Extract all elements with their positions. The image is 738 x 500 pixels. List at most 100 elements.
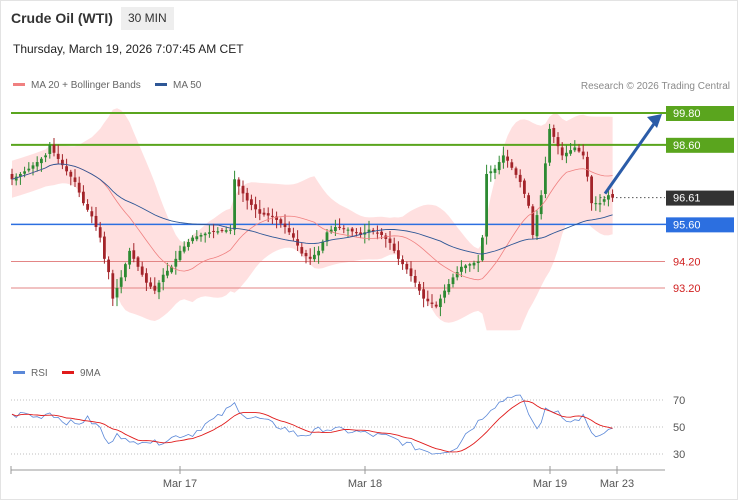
candle-body — [262, 212, 266, 215]
candle-body — [296, 239, 299, 246]
legend-9ma: 9MA — [62, 368, 101, 379]
instrument-title: Crude Oil (WTI) — [11, 10, 113, 26]
candle-body — [48, 144, 52, 154]
candle-body — [422, 289, 425, 299]
candle-body — [527, 195, 530, 206]
chart-datetime: Thursday, March 19, 2026 7:07:45 AM CET — [13, 42, 244, 56]
candle-body — [376, 232, 379, 234]
candle-body — [271, 215, 274, 217]
candle-body — [56, 153, 60, 159]
candle-body — [86, 204, 89, 210]
candle-body — [573, 147, 577, 151]
candle-body — [153, 285, 157, 291]
rsi-9ma-line — [11, 400, 613, 453]
candle-body — [132, 250, 136, 259]
rsi-line — [11, 394, 613, 455]
candle-body — [413, 275, 417, 283]
x-axis-label: Mar 18 — [348, 478, 382, 490]
candle-body — [287, 228, 291, 233]
candle-body — [182, 246, 186, 252]
candle-body — [359, 232, 362, 235]
candle-body — [300, 247, 304, 254]
candle-body — [594, 203, 598, 205]
ma9-swatch — [62, 370, 74, 374]
candle-body — [497, 162, 501, 171]
candle-body — [329, 229, 333, 233]
candle-body — [464, 265, 467, 269]
level-label-95.60: 95.60 — [673, 219, 701, 231]
candle-body — [250, 199, 253, 205]
ma50-swatch — [155, 82, 167, 86]
candle-body — [69, 171, 73, 177]
candle-body — [506, 156, 509, 161]
candle-body — [544, 163, 547, 194]
candle-body — [136, 257, 140, 267]
level-tag-99.80 — [666, 106, 734, 121]
legend-rsi: RSI — [13, 368, 48, 379]
rsi-tick-70: 70 — [673, 395, 685, 407]
candle-body — [514, 168, 518, 175]
candle-body — [367, 229, 371, 233]
candle-body — [212, 230, 215, 232]
candle-body — [325, 232, 329, 242]
candle-body — [321, 241, 325, 251]
candle-body — [107, 259, 110, 273]
candle-body — [502, 155, 505, 163]
candle-body — [111, 273, 115, 299]
candle-body — [443, 290, 446, 298]
legend-rsi-label: RSI — [31, 368, 48, 379]
candle-body — [476, 261, 480, 264]
candle-body — [283, 223, 287, 228]
level-label-96.61: 96.61 — [673, 193, 701, 205]
candle-body — [216, 231, 220, 233]
bollinger-band — [12, 108, 613, 331]
candle-body — [237, 179, 241, 187]
candle-body — [392, 243, 396, 251]
candle-body — [44, 155, 47, 158]
timeframe-button[interactable]: 30 MIN — [121, 7, 174, 30]
candle-body — [565, 152, 568, 157]
candle-body — [187, 242, 190, 247]
candle-body — [254, 204, 257, 210]
candle-body — [510, 162, 514, 168]
candle-body — [430, 302, 434, 304]
candle-body — [304, 253, 308, 257]
candle-body — [145, 273, 148, 283]
candle-body — [493, 168, 497, 173]
x-axis-label: Mar 19 — [533, 478, 567, 490]
level-label-98.60: 98.60 — [673, 140, 701, 152]
candle-body — [119, 277, 123, 287]
candle-body — [455, 272, 459, 278]
legend-ma20-label: MA 20 + Bollinger Bands — [31, 80, 141, 91]
candle-body — [401, 259, 404, 265]
candle-body — [115, 288, 119, 298]
candle-body — [334, 227, 337, 232]
candle-body — [518, 174, 522, 182]
candle-body — [556, 137, 560, 147]
candle-body — [103, 236, 106, 259]
candle-body — [460, 266, 463, 272]
candle-body — [317, 250, 320, 256]
ma50-line — [11, 163, 613, 255]
candle-body — [161, 274, 165, 283]
candle-body — [611, 194, 614, 198]
research-credit: Research © 2026 Trading Central — [580, 81, 730, 92]
candle-body — [19, 173, 22, 177]
candle-body — [313, 254, 316, 260]
candle-body — [224, 230, 228, 232]
legend-ma20: MA 20 + Bollinger Bands — [13, 80, 141, 91]
candle-body — [166, 270, 169, 276]
candle-body — [279, 219, 283, 224]
candle-body — [418, 284, 421, 291]
candle-body — [61, 159, 64, 166]
candle-body — [342, 228, 346, 230]
candle-body — [577, 147, 581, 152]
candle-body — [40, 158, 43, 164]
candle-body — [229, 229, 232, 231]
candle-body — [439, 298, 442, 308]
candle-body — [451, 277, 455, 285]
x-axis-label: Mar 17 — [163, 478, 197, 490]
rsi-swatch — [13, 370, 25, 374]
candle-body — [338, 226, 341, 228]
